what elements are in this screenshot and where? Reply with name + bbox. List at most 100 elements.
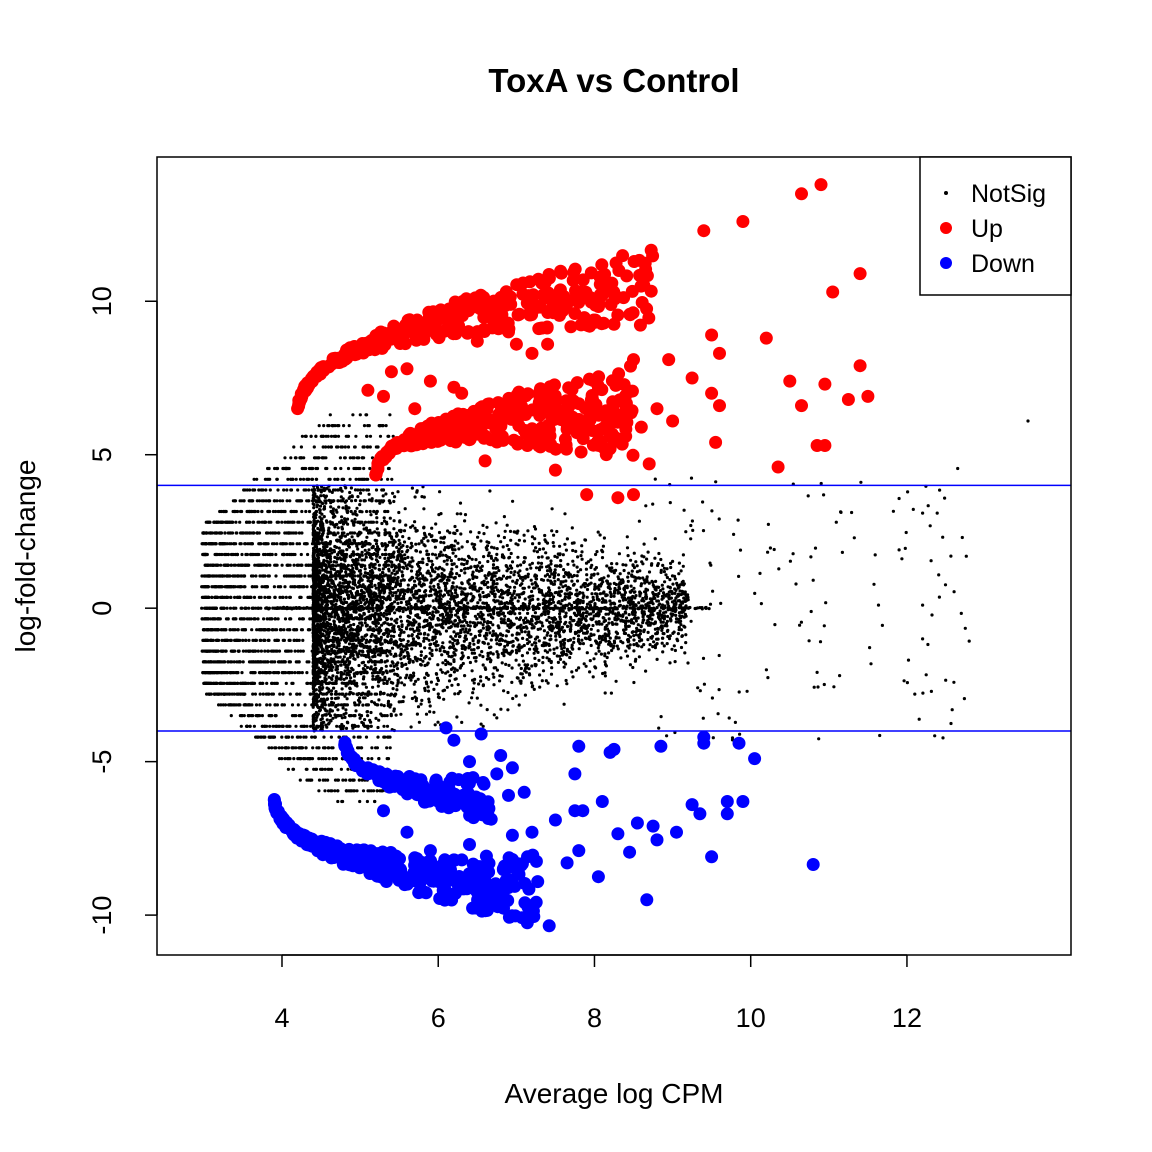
notsig-point — [235, 681, 239, 686]
notsig-point — [297, 520, 301, 524]
notsig-point — [305, 660, 309, 664]
notsig-point — [299, 757, 303, 761]
notsig-point — [460, 545, 464, 549]
notsig-point — [209, 531, 213, 535]
notsig-point — [275, 563, 279, 567]
notsig-point — [446, 670, 450, 674]
notsig-point — [273, 499, 277, 503]
notsig-point — [244, 638, 248, 643]
notsig-point — [534, 644, 538, 649]
notsig-point — [315, 477, 319, 481]
notsig-point — [632, 551, 636, 555]
notsig-point — [492, 675, 496, 679]
notsig-point — [370, 497, 374, 501]
notsig-point — [256, 714, 260, 718]
notsig-point — [308, 617, 312, 621]
notsig-point — [377, 424, 381, 428]
notsig-point — [335, 724, 339, 728]
notsig-point — [244, 552, 248, 557]
notsig-point — [344, 778, 348, 782]
notsig-point — [450, 567, 454, 571]
notsig-point — [234, 552, 238, 557]
notsig-point — [389, 617, 393, 621]
notsig-point — [302, 735, 306, 739]
notsig-point — [326, 445, 331, 449]
notsig-point — [326, 789, 331, 793]
notsig-point — [472, 642, 476, 646]
notsig-point — [346, 544, 350, 548]
notsig-point — [220, 552, 224, 557]
notsig-point — [633, 610, 637, 615]
notsig-point — [543, 533, 547, 538]
notsig-point — [381, 488, 385, 492]
notsig-point — [409, 560, 413, 564]
notsig-point — [320, 757, 324, 761]
notsig-point — [473, 543, 477, 547]
notsig-point — [240, 671, 244, 675]
notsig-point — [201, 671, 205, 675]
notsig-point — [356, 724, 360, 728]
notsig-point — [267, 466, 271, 471]
notsig-point — [339, 767, 343, 771]
notsig-point — [363, 564, 367, 568]
notsig-point — [572, 640, 576, 645]
notsig-point — [285, 466, 289, 471]
notsig-point — [300, 671, 304, 675]
notsig-point — [657, 591, 661, 596]
notsig-point — [308, 628, 312, 632]
notsig-point — [354, 477, 358, 481]
notsig-point — [386, 466, 391, 471]
notsig-point — [255, 477, 259, 481]
notsig-point — [374, 499, 378, 503]
notsig-point — [381, 678, 385, 682]
notsig-point — [422, 632, 426, 636]
notsig-point — [457, 574, 461, 578]
notsig-point — [360, 778, 364, 782]
notsig-point — [201, 628, 205, 632]
notsig-point — [417, 720, 421, 724]
notsig-point — [288, 563, 292, 567]
notsig-point — [268, 703, 272, 707]
notsig-point — [339, 486, 343, 490]
notsig-point — [287, 638, 291, 643]
notsig-point — [257, 520, 261, 524]
notsig-point — [210, 638, 214, 643]
notsig-point — [246, 714, 250, 718]
notsig-point — [343, 589, 347, 593]
notsig-point — [417, 569, 421, 573]
notsig-point — [388, 413, 392, 417]
notsig-point — [365, 703, 370, 707]
notsig-point — [228, 692, 232, 696]
notsig-point — [621, 641, 625, 645]
notsig-point — [271, 692, 275, 696]
notsig-point — [424, 712, 429, 716]
notsig-point — [300, 563, 304, 567]
notsig-point — [479, 539, 483, 543]
notsig-point — [373, 799, 377, 804]
notsig-point — [381, 424, 385, 428]
notsig-point — [267, 499, 271, 503]
notsig-point — [244, 724, 249, 728]
notsig-point — [383, 509, 388, 514]
notsig-point — [222, 509, 226, 514]
notsig-point — [512, 573, 516, 577]
notsig-point — [572, 618, 576, 623]
notsig-point — [348, 477, 352, 481]
notsig-point — [517, 663, 521, 667]
notsig-point — [236, 628, 240, 632]
notsig-point — [385, 714, 389, 718]
notsig-point — [576, 555, 580, 559]
notsig-point — [359, 572, 363, 576]
notsig-point — [400, 570, 404, 574]
notsig-point — [245, 563, 249, 567]
notsig-point — [268, 477, 272, 481]
notsig-point — [373, 663, 377, 667]
notsig-point — [428, 704, 432, 708]
notsig-point — [283, 585, 287, 589]
notsig-point — [295, 542, 299, 546]
notsig-point — [284, 671, 288, 675]
notsig-point — [248, 488, 252, 492]
notsig-point — [654, 579, 658, 584]
notsig-point — [387, 567, 391, 571]
notsig-point — [301, 466, 305, 471]
